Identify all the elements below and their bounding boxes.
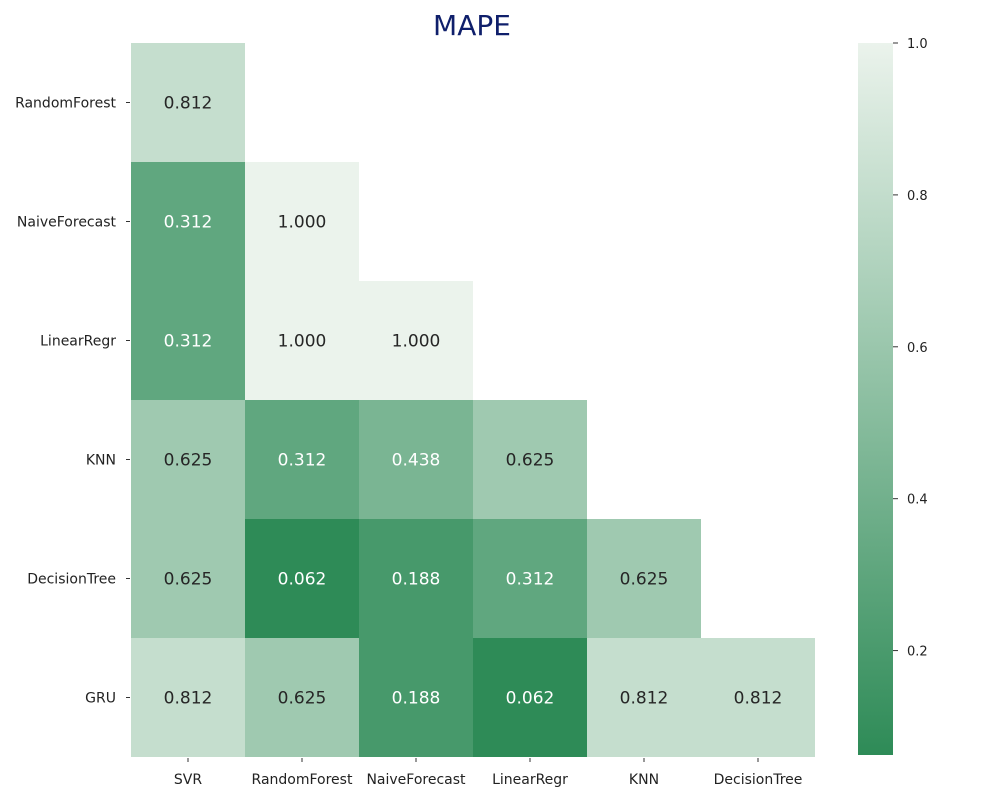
colorbar-gradient (858, 43, 893, 755)
colorbar-tick-label: 0.4 (907, 493, 928, 508)
heatmap-cell (131, 400, 245, 519)
heatmap-cell (245, 638, 359, 757)
cell-value-label: 0.062 (506, 689, 555, 709)
heatmap-cell (701, 638, 815, 757)
cell-value-label: 1.000 (392, 332, 441, 352)
heatmap-cell (245, 400, 359, 519)
x-axis: SVR RandomForest NaiveForecast LinearRegr KN… (174, 758, 802, 788)
heatmap-cell (587, 519, 701, 638)
x-tick-label: RandomForest (252, 772, 353, 788)
cell-value-label: 1.000 (278, 213, 327, 233)
cell-value-label: 0.312 (164, 213, 213, 233)
y-axis: RandomForest NaiveForecast LinearRegr KNN De… (15, 96, 130, 707)
cell-value-label: 0.188 (392, 689, 441, 709)
heatmap-cell (131, 281, 245, 400)
heatmap-cell (359, 638, 473, 757)
heatmap-cell (359, 281, 473, 400)
heatmap-cell (131, 638, 245, 757)
heatmap-cell (359, 519, 473, 638)
x-tick-label: DecisionTree (714, 772, 803, 788)
cell-value-label: 0.625 (164, 570, 213, 590)
x-tick-label: NaiveForecast (366, 772, 466, 788)
y-tick-label: NaiveForecast (17, 215, 117, 231)
x-tick-label: SVR (174, 772, 202, 788)
colorbar-tick-label: 0.2 (907, 645, 928, 660)
x-tick-label: LinearRegr (492, 772, 568, 788)
heatmap-cells: 0.812 0.312 1.000 0.312 1.000 1.000 0.625 0.312… (131, 43, 815, 757)
heatmap-cell (473, 400, 587, 519)
heatmap-cell (473, 519, 587, 638)
colorbar-tick-label: 0.6 (907, 341, 928, 356)
heatmap-cell (131, 519, 245, 638)
cell-value-label: 0.312 (506, 570, 555, 590)
cell-value-label: 0.062 (278, 570, 327, 590)
cell-value-label: 0.438 (392, 451, 441, 471)
cell-value-label: 0.625 (506, 451, 555, 471)
heatmap-cell (245, 281, 359, 400)
cell-value-label: 0.188 (392, 570, 441, 590)
y-tick-label: LinearRegr (40, 334, 116, 350)
heatmap-cell (473, 638, 587, 757)
colorbar-tick-label: 1.0 (907, 37, 928, 52)
cell-value-label: 0.812 (164, 689, 213, 709)
y-tick-label: GRU (85, 691, 116, 707)
cell-value-label: 0.625 (278, 689, 327, 709)
colorbar-tick-label: 0.8 (907, 189, 928, 204)
cell-value-label: 0.625 (620, 570, 669, 590)
colorbar: 0.2 0.4 0.6 0.8 1.0 (858, 37, 928, 755)
heatmap-cell (245, 162, 359, 281)
y-tick-label: RandomForest (15, 96, 116, 112)
heatmap-cell (245, 519, 359, 638)
heatmap-cell (587, 638, 701, 757)
y-tick-label: DecisionTree (27, 572, 116, 588)
cell-value-label: 0.312 (164, 332, 213, 352)
cell-value-label: 0.812 (620, 689, 669, 709)
chart-title: MAPE (433, 9, 511, 42)
cell-value-label: 0.625 (164, 451, 213, 471)
heatmap-cell (359, 400, 473, 519)
x-tick-label: KNN (629, 772, 659, 788)
cell-value-label: 0.812 (164, 94, 213, 114)
heatmap-cell (131, 162, 245, 281)
cell-value-label: 0.312 (278, 451, 327, 471)
cell-value-label: 1.000 (278, 332, 327, 352)
cell-value-label: 0.812 (734, 689, 783, 709)
y-tick-label: KNN (86, 453, 116, 469)
heatmap-cell (131, 43, 245, 162)
